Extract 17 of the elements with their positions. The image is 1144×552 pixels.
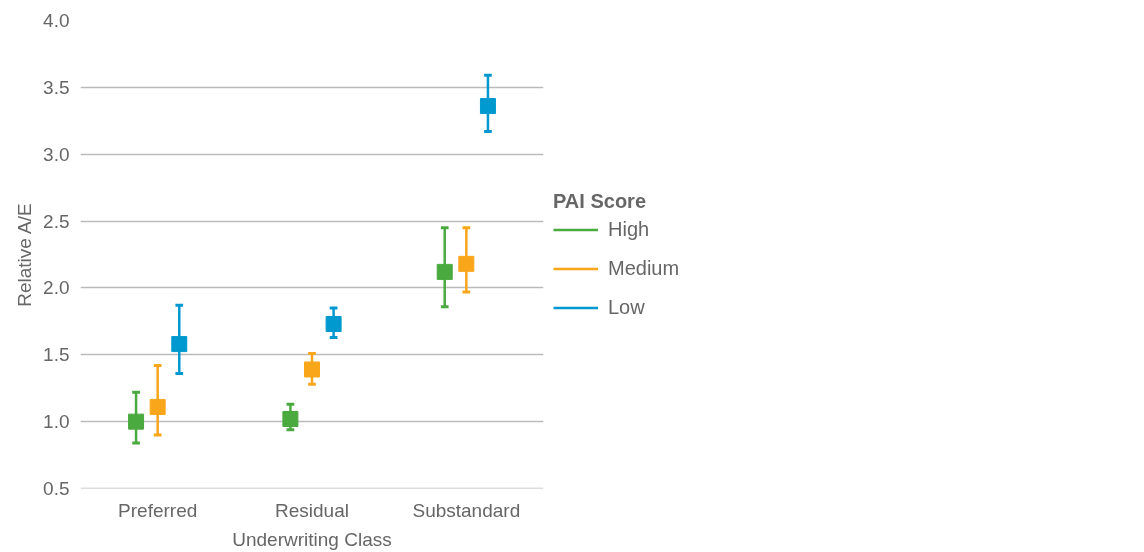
- y-tick-label: 3.5: [43, 76, 70, 98]
- y-axis-title: Relative A/E: [14, 203, 36, 307]
- legend-label: Low: [608, 295, 645, 319]
- y-tick-label: 1.0: [43, 411, 70, 433]
- y-tick-label: 2.0: [43, 277, 70, 299]
- y-tick-label: 4.0: [43, 10, 70, 31]
- x-tick-label: Preferred: [118, 499, 198, 521]
- legend-title: PAI Score: [553, 189, 647, 213]
- legend-label: Medium: [608, 256, 680, 280]
- y-tick-label: 1.5: [43, 344, 70, 366]
- x-axis-title: Underwriting Class: [232, 528, 392, 550]
- y-tick-label: 2.5: [43, 210, 70, 232]
- legend-label: High: [608, 217, 650, 241]
- x-tick-label: Substandard: [412, 499, 521, 521]
- x-tick-label: Residual: [275, 499, 349, 521]
- y-tick-label: 3.0: [43, 143, 70, 165]
- y-tick-label: 0.5: [43, 477, 70, 499]
